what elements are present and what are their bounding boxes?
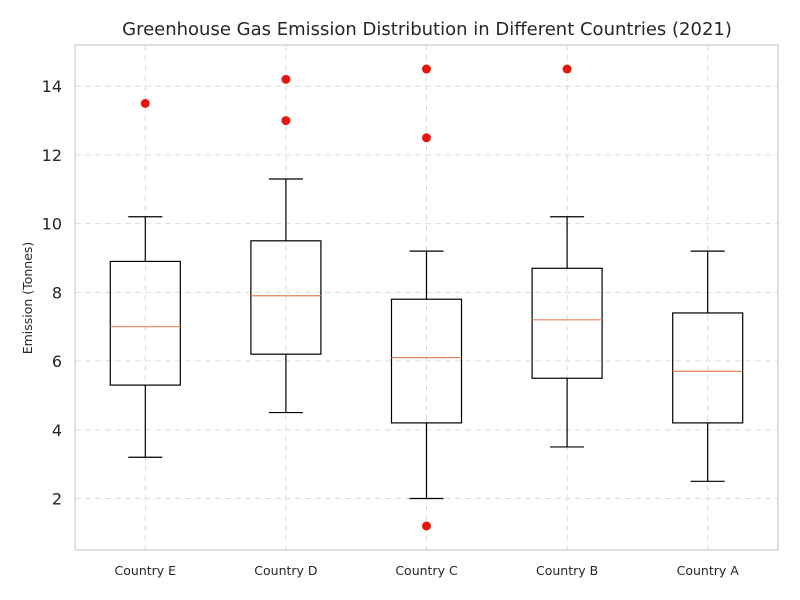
- outlier-point: [281, 74, 291, 84]
- x-tick-label: Country C: [395, 563, 458, 578]
- outlier-point: [422, 521, 431, 531]
- x-tick-label: Country D: [254, 563, 317, 578]
- y-axis-ticks: 2 4 6 8 10 12 14: [42, 77, 62, 508]
- iqr-box: [390, 298, 463, 424]
- outlier-point: [140, 98, 150, 108]
- y-tick-label: 14: [42, 77, 62, 96]
- x-axis-ticks: Country E Country D Country C Country B Coun…: [115, 563, 740, 578]
- y-tick-label: 6: [52, 352, 62, 371]
- outlier-point: [281, 116, 291, 126]
- outlier-point: [422, 64, 431, 74]
- box-country-c: [390, 64, 463, 531]
- box-country-a: [672, 250, 744, 482]
- x-tick-label: Country B: [536, 563, 598, 578]
- chart-title: Greenhouse Gas Emission Distribution in …: [122, 19, 732, 40]
- y-axis-label: Emission (Tonnes): [20, 242, 35, 355]
- box-country-b: [531, 64, 603, 448]
- iqr-box: [109, 260, 181, 386]
- x-tick-label: Country A: [677, 563, 740, 578]
- y-tick-label: 4: [52, 421, 62, 440]
- y-tick-label: 12: [42, 146, 62, 165]
- y-tick-label: 2: [52, 489, 62, 508]
- plot-frame: [74, 44, 779, 551]
- box-country-d: [250, 74, 322, 414]
- outlier-point: [422, 133, 431, 143]
- iqr-box: [250, 240, 322, 355]
- iqr-box: [672, 312, 744, 424]
- box-country-e: [109, 98, 181, 458]
- y-tick-label: 8: [52, 283, 62, 302]
- x-tick-label: Country E: [115, 563, 177, 578]
- boxes: [109, 64, 744, 531]
- y-tick-label: 10: [42, 215, 62, 234]
- iqr-box: [531, 267, 603, 379]
- outlier-point: [562, 64, 572, 74]
